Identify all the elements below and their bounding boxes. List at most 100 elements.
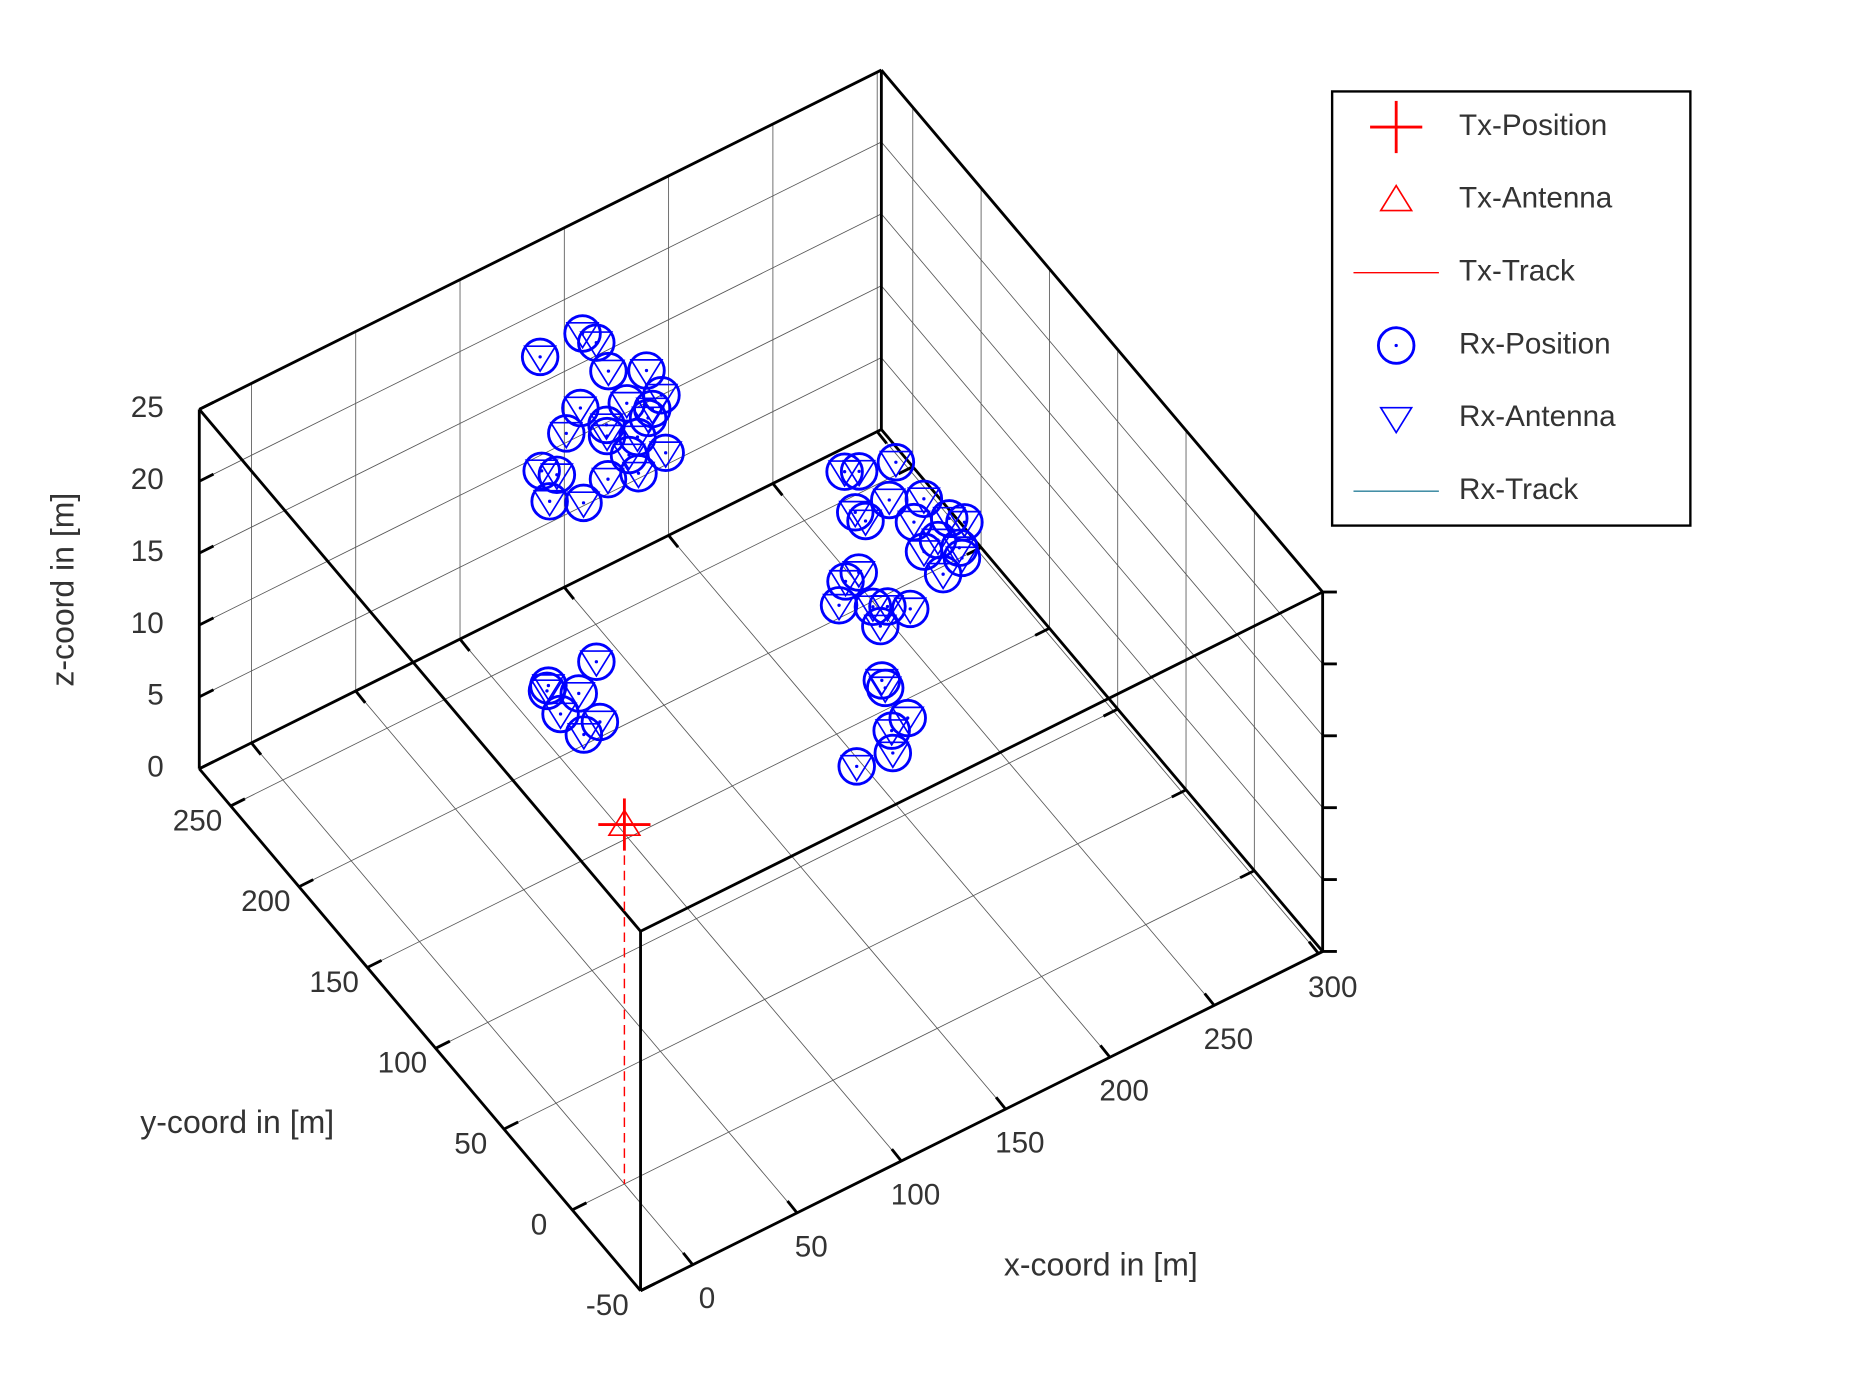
marker-circle: [541, 694, 580, 734]
x-tick: [771, 482, 784, 497]
marker-triangle-down: [926, 562, 961, 591]
dot: [625, 401, 629, 405]
triangle: [591, 467, 625, 496]
circle: [527, 671, 567, 711]
dot: [837, 603, 841, 607]
triangle: [565, 321, 600, 350]
marker-triangle-up: [1379, 184, 1414, 212]
dot: [842, 470, 847, 474]
grid-line: [199, 213, 882, 554]
marker-triangle-down: [620, 425, 655, 453]
marker-triangle-down: [579, 650, 614, 678]
circle: [563, 314, 602, 353]
y-tick-label: 200: [241, 885, 290, 918]
triangle: [523, 345, 558, 373]
marker-triangle-down: [648, 441, 683, 469]
triangle: [629, 359, 664, 387]
marker-triangle-down: [906, 487, 941, 515]
x-tick: [250, 741, 263, 756]
circle: [522, 451, 561, 491]
triangle: [549, 421, 584, 450]
circle: [537, 455, 577, 495]
grid-line: [230, 466, 913, 807]
triangle: [620, 425, 655, 453]
marker-triangle-down: [872, 488, 907, 516]
x-tick: [354, 690, 367, 704]
axis-edge: [639, 590, 1324, 933]
marker-circle: [588, 459, 628, 499]
axis-edge: [198, 68, 882, 411]
marker-triangle-down: [549, 421, 584, 450]
circle: [564, 715, 604, 754]
dot: [605, 434, 609, 438]
marker-triangle-down: [907, 540, 941, 568]
x-axis-label: x-coord in [m]: [1004, 1246, 1198, 1282]
triangle: [897, 510, 931, 538]
circle: [520, 337, 560, 377]
marker-circle: [1376, 326, 1416, 365]
legend-label: Rx-Antenna: [1459, 400, 1616, 433]
dot: [941, 572, 945, 576]
z-tick: [198, 760, 215, 771]
marker-triangle-down: [565, 321, 600, 350]
dot: [960, 556, 964, 560]
y-tick-label: 100: [378, 1047, 427, 1080]
triangle: [579, 331, 614, 359]
triangle: [878, 450, 913, 479]
grid-line: [199, 285, 882, 626]
marker-triangle-down: [897, 510, 931, 538]
marker-triangle-down: [530, 679, 564, 707]
dot: [885, 604, 890, 609]
triangle: [563, 396, 598, 424]
dot: [538, 355, 542, 359]
dot: [880, 678, 884, 683]
marker-circle: [530, 482, 569, 521]
marker-triangle-down: [524, 459, 559, 487]
marker-circle: [520, 337, 560, 377]
marker-triangle-down: [945, 546, 979, 574]
axis-edge: [880, 428, 1324, 953]
y-tick: [503, 1120, 519, 1131]
marker-triangle-down: [543, 702, 578, 730]
marker-circle: [904, 479, 944, 519]
marker-plus: [1370, 100, 1423, 154]
legend-label: Tx-Antenna: [1459, 182, 1613, 215]
marker-triangle-down: [635, 397, 670, 425]
x-tick-label: 150: [995, 1127, 1044, 1160]
triangle: [863, 614, 898, 642]
legend-box: [1330, 90, 1692, 527]
marker-circle: [564, 715, 604, 754]
marker-circle: [577, 642, 616, 681]
dot: [555, 473, 559, 477]
dot: [664, 451, 668, 455]
marker-triangle-down: [839, 754, 874, 783]
axis-edge: [639, 950, 1324, 1292]
x-tick-label: 100: [891, 1178, 940, 1211]
x-tick-label: 300: [1308, 971, 1357, 1004]
grid-line: [367, 627, 1050, 968]
z-tick: [198, 544, 215, 555]
marker-triangle-down: [532, 489, 567, 518]
legend-label: Rx-Position: [1459, 327, 1611, 360]
circle: [1376, 326, 1416, 365]
circle: [891, 589, 930, 629]
marker-circle: [825, 452, 864, 491]
axis-edge: [880, 69, 1324, 593]
marker-triangle-down: [878, 450, 913, 479]
dot: [546, 683, 551, 688]
marker-triangle-down: [863, 614, 898, 642]
triangle: [531, 674, 566, 702]
marker-circle: [527, 671, 567, 711]
triangle: [872, 488, 907, 516]
marker-circle: [865, 668, 905, 708]
grid-line: [668, 535, 1111, 1058]
marker-triangle-down: [629, 359, 664, 387]
grid-line: [355, 690, 798, 1214]
triangle: [579, 650, 614, 678]
dot: [857, 469, 861, 474]
marker-circle: [619, 454, 658, 493]
x-tick: [1099, 1044, 1111, 1059]
dot: [581, 501, 586, 505]
dot: [577, 691, 581, 696]
triangle: [635, 397, 670, 425]
